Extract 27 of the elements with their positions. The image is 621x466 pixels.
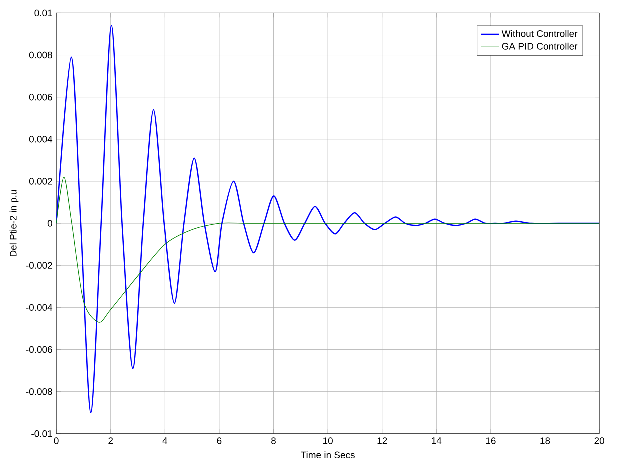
x-axis-title: Time in Secs bbox=[301, 451, 355, 458]
y-tick-label: -0.004 bbox=[26, 304, 53, 311]
x-tick-label: 8 bbox=[272, 437, 276, 444]
x-tick-label: 14 bbox=[432, 437, 442, 444]
legend-label: GA PID Controller bbox=[502, 42, 578, 50]
x-tick-label: 16 bbox=[486, 437, 496, 444]
x-tick-label: 18 bbox=[540, 437, 550, 444]
y-tick-label: 0 bbox=[48, 220, 52, 227]
x-tick-label: 0 bbox=[54, 437, 59, 444]
y-tick-label: 0.01 bbox=[34, 10, 52, 16]
y-tick-label: 0.002 bbox=[29, 178, 52, 185]
y-tick-label: 0.006 bbox=[29, 94, 52, 101]
y-tick-label: -0.006 bbox=[26, 346, 52, 353]
y-tick-label: 0.004 bbox=[29, 136, 53, 143]
x-tick-label: 12 bbox=[378, 437, 388, 444]
x-tick-label: 4 bbox=[162, 437, 168, 444]
x-tick-label: 10 bbox=[324, 437, 333, 444]
legend-label: Without Controller bbox=[502, 30, 578, 38]
y-axis-title: Del Ptie-2 in p.u bbox=[10, 190, 19, 256]
x-tick-label: 20 bbox=[594, 437, 604, 444]
x-tick-label: 2 bbox=[108, 437, 114, 444]
x-tick-label: 6 bbox=[217, 437, 222, 444]
y-tick-label: 0.008 bbox=[29, 52, 52, 59]
line-series bbox=[56, 176, 600, 323]
y-tick-label: -0.01 bbox=[32, 430, 52, 438]
y-tick-label: -0.002 bbox=[26, 262, 52, 269]
y-tick-label: -0.008 bbox=[26, 388, 52, 396]
